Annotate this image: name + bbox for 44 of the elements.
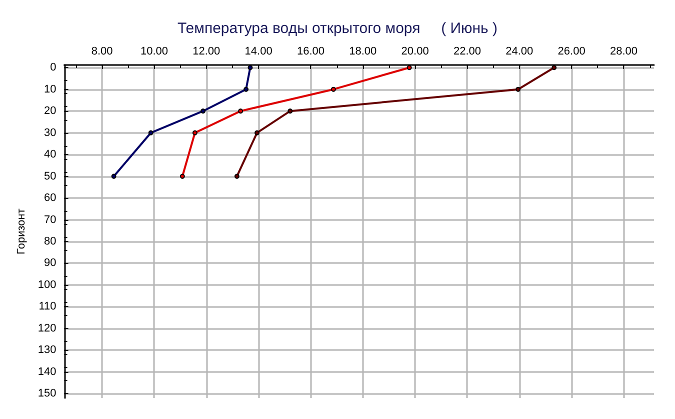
point <box>148 130 154 136</box>
point <box>248 65 253 70</box>
x-tick-label: 16.00 <box>296 46 325 58</box>
x-tick-label: 20.00 <box>401 46 429 58</box>
y-tick-label: 150 <box>38 388 56 400</box>
point <box>180 174 185 179</box>
y-tick-label: 30 <box>44 126 56 139</box>
point <box>111 174 116 179</box>
y-axis-title: Горизонт <box>16 208 28 254</box>
y-tick-label: 0 <box>50 62 56 74</box>
chart-title: Температура воды открытого моря ( Июнь ) <box>177 20 498 37</box>
y-tick-label: 140 <box>38 366 56 378</box>
y-tick-label: 110 <box>38 300 56 313</box>
y-tick-label: 100 <box>38 278 56 291</box>
point <box>234 174 240 179</box>
x-tick-label: 12.00 <box>192 46 220 58</box>
y-tick-label: 70 <box>44 214 56 226</box>
y-tick-label: 60 <box>44 192 56 204</box>
y-tick-label: 80 <box>44 236 56 248</box>
y-tick-label: 90 <box>44 257 56 270</box>
y-tick-label: 40 <box>44 148 56 161</box>
x-tick-label: 22.00 <box>453 46 482 58</box>
y-tick-label: 10 <box>44 83 56 96</box>
point <box>406 65 412 70</box>
x-tick-label: 14.00 <box>244 46 272 58</box>
point <box>200 108 206 114</box>
y-tick-label: 50 <box>44 170 56 182</box>
x-tick-label: 28.00 <box>610 46 638 58</box>
x-tick-label: 8.00 <box>91 46 113 58</box>
y-tick-label: 120 <box>38 322 56 334</box>
x-tick-label: 18.00 <box>349 46 377 58</box>
point <box>192 130 198 136</box>
point <box>254 130 260 136</box>
point <box>244 86 249 92</box>
point <box>238 108 244 114</box>
point <box>288 108 293 114</box>
y-tick-label: 130 <box>38 344 56 356</box>
point <box>552 65 557 70</box>
x-tick-label: 24.00 <box>506 46 534 58</box>
x-tick-label: 10.00 <box>140 46 168 58</box>
point <box>516 86 521 92</box>
point <box>330 86 336 92</box>
y-tick-label: 20 <box>44 105 56 118</box>
x-tick-label: 26.00 <box>558 46 586 58</box>
